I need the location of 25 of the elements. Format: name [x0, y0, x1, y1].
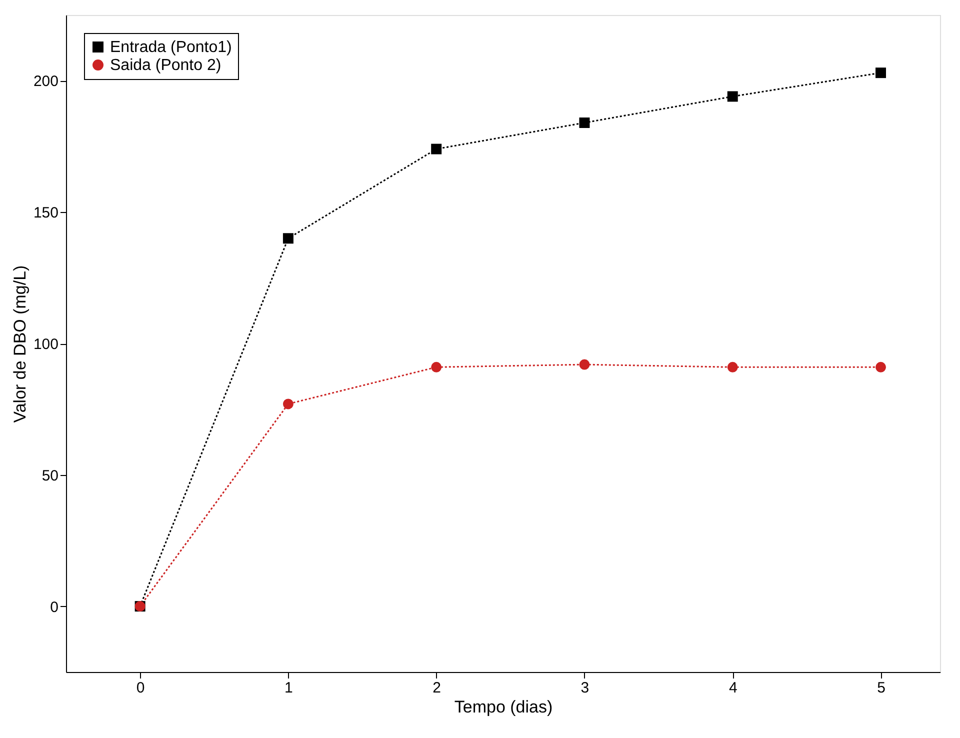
legend-label: Entrada (Ponto1) [110, 39, 232, 56]
legend-label: Saida (Ponto 2) [110, 57, 222, 74]
point [727, 91, 738, 102]
point [282, 398, 294, 410]
x-tick-label: 3 [580, 680, 590, 696]
point [876, 362, 886, 372]
point [579, 359, 590, 370]
x-tick-label: 1 [284, 680, 293, 696]
x-tick-label: 4 [728, 680, 738, 696]
x-axis-title: Tempo (dias) [454, 698, 553, 716]
point [727, 362, 738, 372]
x-tick-label: 0 [136, 680, 145, 696]
point [431, 144, 442, 154]
y-tick-label: 0 [50, 598, 58, 616]
point [876, 68, 886, 78]
y-tick-label: 100 [33, 336, 58, 353]
y-axis-title: Valor de DBO (mg/L) [10, 265, 30, 423]
point [579, 118, 590, 128]
y-tick-label: 200 [33, 73, 58, 90]
point [431, 362, 442, 372]
y-tick-label: 50 [42, 467, 58, 484]
x-tick-label: 2 [432, 680, 442, 696]
point [282, 233, 294, 244]
y-tick-label: 150 [33, 204, 58, 222]
x-tick-label: 5 [877, 680, 886, 696]
